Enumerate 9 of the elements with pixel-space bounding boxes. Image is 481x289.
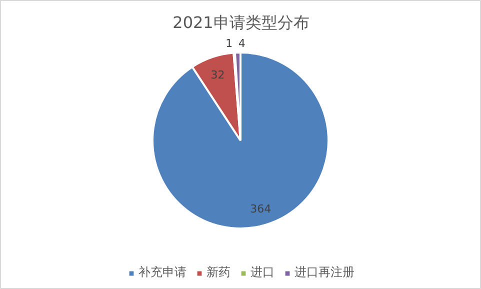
- legend-label: 新药: [206, 264, 230, 281]
- data-label: 32: [210, 68, 225, 82]
- data-label: 4: [238, 37, 246, 50]
- legend-label: 进口: [250, 264, 274, 281]
- legend-label: 补充申请: [138, 264, 186, 281]
- data-label: 364: [250, 202, 272, 216]
- chart-title: 2021申请类型分布: [172, 13, 310, 32]
- data-label: 1: [226, 37, 233, 50]
- legend-label: 进口再注册: [294, 264, 354, 281]
